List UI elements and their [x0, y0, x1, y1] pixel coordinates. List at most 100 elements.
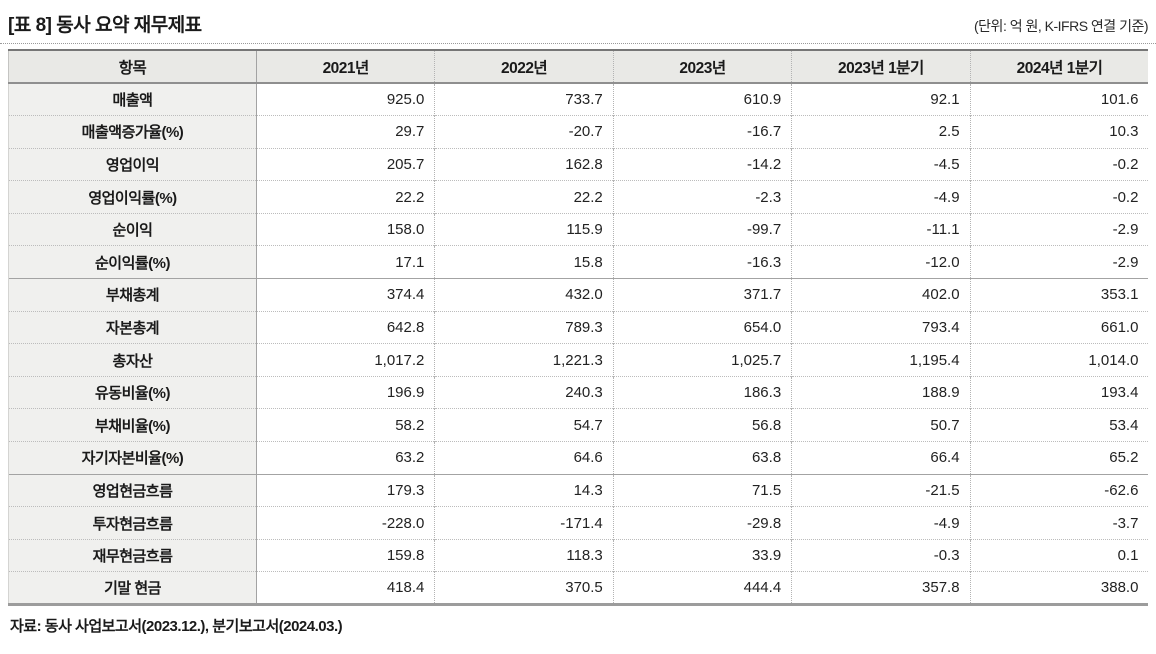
table-row: 영업이익 205.7 162.8 -14.2 -4.5 -0.2 — [8, 147, 1149, 181]
cell-value: 22.2 — [434, 180, 614, 214]
cell-value: 92.1 — [791, 83, 971, 116]
cell-value: 654.0 — [612, 310, 792, 344]
cell-value: -4.5 — [791, 147, 971, 181]
financial-summary-table: 항목 2021년 2022년 2023년 2023년 1분기 2024년 1분기 매출액 9… — [8, 49, 1149, 606]
cell-value: 1,195.4 — [791, 343, 971, 377]
cell-value: -0.2 — [969, 147, 1149, 181]
table-row: 재무현금흐름 159.8 118.3 33.9 -0.3 0.1 — [8, 538, 1149, 572]
cell-value: 642.8 — [256, 310, 435, 344]
row-label: 재무현금흐름 — [8, 538, 257, 572]
column-header: 2024년 1분기 — [969, 49, 1149, 84]
cell-value: 205.7 — [256, 147, 435, 181]
unit-note: (단위: 억 원, K-IFRS 연결 기준) — [974, 18, 1148, 34]
column-header: 항목 — [8, 49, 257, 84]
table-row: 부채비율(%) 58.2 54.7 56.8 50.7 53.4 — [8, 408, 1149, 442]
cell-value: 158.0 — [256, 212, 435, 246]
table-row: 자기자본비율(%) 63.2 64.6 63.8 66.4 65.2 — [8, 441, 1149, 475]
cell-value: -20.7 — [434, 115, 614, 149]
row-label: 매출액 — [8, 83, 257, 116]
row-label: 총자산 — [8, 343, 257, 377]
cell-value: 1,025.7 — [612, 343, 792, 377]
cell-value: 63.2 — [256, 441, 435, 475]
cell-value: 418.4 — [256, 571, 435, 606]
cell-value: 789.3 — [434, 310, 614, 344]
cell-value: 444.4 — [612, 571, 792, 606]
cell-value: 370.5 — [434, 571, 614, 606]
cell-value: 22.2 — [256, 180, 435, 214]
table-row: 매출액증가율(%) 29.7 -20.7 -16.7 2.5 10.3 — [8, 115, 1149, 149]
cell-value: 196.9 — [256, 375, 435, 409]
cell-value: 63.8 — [612, 441, 792, 475]
cell-value: 66.4 — [791, 441, 971, 475]
source-note: 자료: 동사 사업보고서(2023.12.), 분기보고서(2024.03.) — [10, 618, 343, 635]
cell-value: 10.3 — [969, 115, 1149, 149]
cell-value: -29.8 — [612, 506, 792, 540]
table-row: 영업현금흐름 179.3 14.3 71.5 -21.5 -62.6 — [8, 473, 1149, 507]
cell-value: 14.3 — [434, 473, 614, 507]
cell-value: 193.4 — [969, 375, 1149, 409]
cell-value: 388.0 — [969, 571, 1149, 606]
cell-value: -14.2 — [612, 147, 792, 181]
cell-value: 357.8 — [791, 571, 971, 606]
table-row: 총자산 1,017.2 1,221.3 1,025.7 1,195.4 1,014.0 — [8, 343, 1149, 377]
row-label: 순이익률(%) — [8, 245, 257, 279]
column-header: 2023년 1분기 — [791, 49, 971, 84]
row-label: 자본총계 — [8, 310, 257, 344]
cell-value: -2.9 — [969, 212, 1149, 246]
column-header: 2022년 — [434, 49, 614, 84]
row-label: 영업현금흐름 — [8, 473, 257, 507]
cell-value: 733.7 — [434, 83, 614, 116]
cell-value: 65.2 — [969, 441, 1149, 475]
row-label: 매출액증가율(%) — [8, 115, 257, 149]
cell-value: 115.9 — [434, 212, 614, 246]
cell-value: 17.1 — [256, 245, 435, 279]
cell-value: 0.1 — [969, 538, 1149, 572]
cell-value: -99.7 — [612, 212, 792, 246]
cell-value: -12.0 — [791, 245, 971, 279]
cell-value: -0.2 — [969, 180, 1149, 214]
cell-value: -171.4 — [434, 506, 614, 540]
cell-value: 610.9 — [612, 83, 792, 116]
cell-value: 925.0 — [256, 83, 435, 116]
cell-value: 33.9 — [612, 538, 792, 572]
table-row: 부채총계 374.4 432.0 371.7 402.0 353.1 — [8, 278, 1149, 312]
row-label: 유동비율(%) — [8, 375, 257, 409]
financial-table-container: 항목 2021년 2022년 2023년 2023년 1분기 2024년 1분기 매출액 9… — [0, 44, 1156, 606]
row-label: 부채비율(%) — [8, 408, 257, 442]
cell-value: 54.7 — [434, 408, 614, 442]
row-label: 부채총계 — [8, 278, 257, 312]
table-row: 순이익률(%) 17.1 15.8 -16.3 -12.0 -2.9 — [8, 245, 1149, 279]
cell-value: -2.9 — [969, 245, 1149, 279]
table-row: 영업이익률(%) 22.2 22.2 -2.3 -4.9 -0.2 — [8, 180, 1149, 214]
cell-value: 661.0 — [969, 310, 1149, 344]
cell-value: 50.7 — [791, 408, 971, 442]
cell-value: 56.8 — [612, 408, 792, 442]
cell-value: 53.4 — [969, 408, 1149, 442]
cell-value: -4.9 — [791, 506, 971, 540]
row-label: 순이익 — [8, 212, 257, 246]
table-row: 투자현금흐름 -228.0 -171.4 -29.8 -4.9 -3.7 — [8, 506, 1149, 540]
cell-value: -21.5 — [791, 473, 971, 507]
cell-value: 29.7 — [256, 115, 435, 149]
cell-value: -0.3 — [791, 538, 971, 572]
table-row: 매출액 925.0 733.7 610.9 92.1 101.6 — [8, 83, 1149, 116]
row-label: 기말 현금 — [8, 571, 257, 606]
header-row: 항목 2021년 2022년 2023년 2023년 1분기 2024년 1분기 — [8, 49, 1149, 84]
row-label: 자기자본비율(%) — [8, 441, 257, 475]
cell-value: 353.1 — [969, 278, 1149, 312]
table-row: 기말 현금 418.4 370.5 444.4 357.8 388.0 — [8, 571, 1149, 606]
cell-value: 118.3 — [434, 538, 614, 572]
cell-value: 1,221.3 — [434, 343, 614, 377]
cell-value: 2.5 — [791, 115, 971, 149]
row-label: 영업이익률(%) — [8, 180, 257, 214]
cell-value: -228.0 — [256, 506, 435, 540]
table-header-bar: [표 8] 동사 요약 재무제표 (단위: 억 원, K-IFRS 연결 기준) — [0, 0, 1156, 44]
cell-value: 402.0 — [791, 278, 971, 312]
cell-value: 371.7 — [612, 278, 792, 312]
cell-value: 15.8 — [434, 245, 614, 279]
cell-value: 71.5 — [612, 473, 792, 507]
cell-value: 432.0 — [434, 278, 614, 312]
cell-value: 1,014.0 — [969, 343, 1149, 377]
row-label: 영업이익 — [8, 147, 257, 181]
